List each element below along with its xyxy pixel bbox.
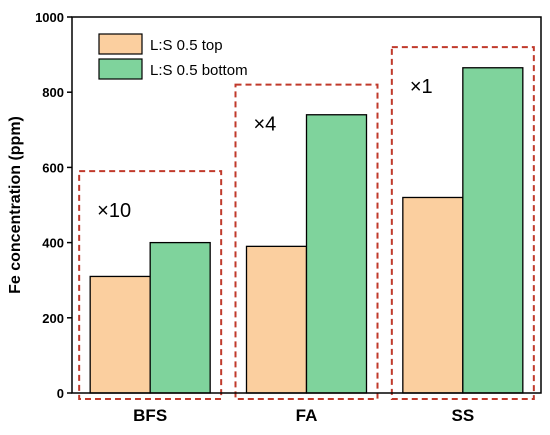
bar-fa-bottom (305, 114, 368, 394)
annotation-label-fa: ×4 (254, 114, 277, 136)
y-tick-label-600: 600 (42, 160, 64, 175)
y-tick-label-0: 0 (57, 386, 64, 401)
legend-label-top: L:S 0.5 top (150, 37, 223, 54)
annotation-box-bfs (78, 170, 223, 400)
y-axis-title: Fe concentration (ppm) (7, 116, 24, 294)
legend-label-bottom: L:S 0.5 bottom (150, 62, 248, 79)
annotation-label-ss: ×1 (410, 76, 433, 98)
y-tick-label-1000: 1000 (35, 10, 64, 25)
bar-ss-top (402, 196, 464, 394)
bar-ss-bottom (462, 67, 524, 394)
x-tick-label-ss: SS (451, 406, 474, 425)
y-tick-label-400: 400 (42, 236, 64, 251)
annotation-label-bfs: ×10 (97, 200, 131, 222)
bar-bfs-bottom (149, 241, 211, 394)
x-tick-label-fa: FA (296, 406, 318, 425)
y-tick-label-200: 200 (42, 311, 64, 326)
bar-fa-top (245, 245, 308, 394)
legend-swatch-bottom (98, 58, 143, 80)
bar-bfs-top (89, 275, 151, 394)
annotation-box-ss (390, 46, 535, 401)
legend-swatch-top (98, 33, 143, 55)
x-tick-label-bfs: BFS (133, 406, 167, 425)
plot-frame (71, 16, 542, 394)
annotation-box-fa (234, 83, 379, 401)
y-tick-label-800: 800 (42, 85, 64, 100)
